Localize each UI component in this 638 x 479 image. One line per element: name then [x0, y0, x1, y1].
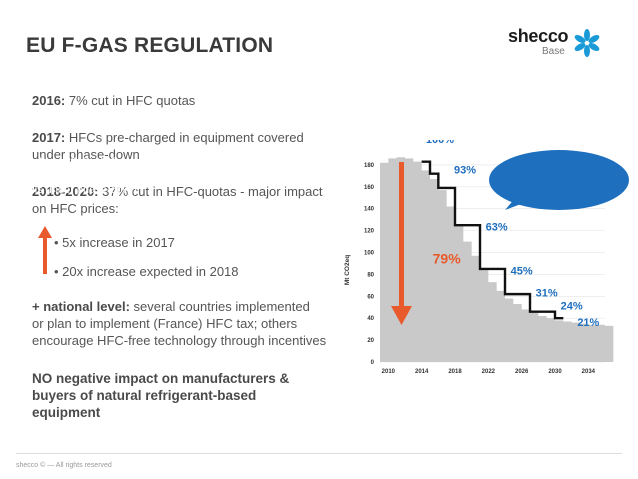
conclusion-line: buyers of natural refrigerant-based [32, 388, 257, 403]
bullet-text: several countries implemented [129, 299, 310, 314]
logo-subtitle: Base [542, 46, 565, 57]
footer-divider [16, 453, 622, 454]
bullet-national: + national level: several countries impl… [32, 298, 348, 349]
y-tick-label: 40 [367, 316, 374, 322]
snowflake-icon [574, 29, 600, 57]
percent-label: 79% [433, 250, 462, 266]
bullet-label: 2016: [32, 93, 66, 108]
percent-label: 21% [577, 317, 599, 329]
reduction-arrow [391, 162, 412, 325]
percent-label: 24% [561, 300, 583, 312]
page-title: EU F-GAS REGULATION [26, 34, 274, 57]
callout-line: As of 2017, HFCs [36, 156, 124, 168]
footer-text: shecco © — All rights reserved [16, 462, 112, 469]
percent-label: 100% [426, 140, 454, 146]
bullet-text: 37% cut in HFC-quotas - major impact [98, 184, 323, 199]
x-tick-labels: 2010 2014 2018 2022 2026 2030 2034 [382, 369, 596, 375]
conclusion-line: NO negative impact on manufacturers & [32, 371, 290, 386]
x-tick-label: 2026 [515, 369, 529, 375]
y-tick-label: 80 [367, 272, 374, 278]
x-tick-label: 2018 [448, 369, 462, 375]
percent-label: 31% [536, 287, 558, 299]
conclusion-text: NO negative impact on manufacturers & bu… [32, 370, 332, 421]
bullet-text: HFCs pre-charged in equipment covered [65, 130, 304, 145]
sub-bullet-2018: • 20x increase expected in 2018 [54, 264, 239, 279]
y-tick-label: 0 [371, 360, 375, 366]
y-axis-label: Mt CO2eq [344, 255, 351, 285]
y-tick-label: 120 [364, 229, 375, 235]
x-tick-label: 2014 [415, 369, 429, 375]
callout-line: falls under phase-down [23, 184, 137, 196]
bullet-text: under phase-down [32, 147, 140, 162]
percent-label: 63% [486, 222, 508, 234]
shecco-logo: shecco Base [508, 26, 608, 62]
emissions-area [380, 157, 614, 362]
bullet-2017: 2017: HFCs pre-charged in equipment cove… [32, 129, 348, 163]
callout-line: pre-charged in equipment [17, 170, 143, 182]
percent-label: 93% [454, 165, 476, 177]
callout-bubble [489, 150, 629, 210]
sub-bullet-2017: • 5x increase in 2017 [54, 235, 175, 250]
bullet-label: + national level: [32, 299, 130, 314]
phase-down-step-line [421, 160, 564, 320]
x-tick-label: 2034 [582, 369, 596, 375]
bullet-2018-2020: 2018-2020: 37% cut in HFC-quotas - major… [32, 183, 348, 217]
conclusion-line: equipment [32, 405, 101, 420]
x-tick-label: 2010 [382, 369, 396, 375]
phase-down-chart: 0 20 40 60 80 100 120 140 160 180 2010 2014 2018 202… [344, 140, 614, 375]
x-tick-label: 2022 [482, 369, 496, 375]
bullet-label: 2018-2020: [32, 184, 99, 199]
y-tick-label: 180 [364, 163, 375, 169]
arrow-up-icon [38, 226, 52, 274]
bullet-text: 7% cut in HFC quotas [65, 93, 196, 108]
bullet-text: on HFC prices: [32, 201, 119, 216]
y-tick-label: 160 [364, 185, 375, 191]
y-tick-label: 20 [367, 338, 374, 344]
bullet-text: encourage HFC-free technology through in… [32, 333, 327, 348]
percent-label: 45% [511, 265, 533, 277]
bullet-text: or plan to implement (France) HFC tax; o… [32, 316, 298, 331]
y-tick-label: 60 [367, 294, 374, 300]
percentage-labels: 100% 93% 63% 45%31%24% 21% 79% [426, 140, 600, 329]
y-tick-labels: 0 20 40 60 80 100 120 140 160 180 [364, 163, 375, 366]
logo-text: shecco [508, 26, 569, 46]
y-tick-label: 100 [364, 251, 375, 257]
callout-text: As of 2017, HFCs pre-charged in equipmen… [16, 155, 144, 197]
bullet-2016: 2016: 7% cut in HFC quotas [32, 92, 348, 109]
y-tick-label: 140 [364, 207, 375, 213]
x-tick-label: 2030 [548, 369, 562, 375]
bullet-label: 2017: [32, 130, 66, 145]
